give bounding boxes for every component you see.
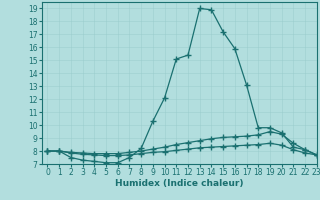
X-axis label: Humidex (Indice chaleur): Humidex (Indice chaleur) <box>115 179 244 188</box>
